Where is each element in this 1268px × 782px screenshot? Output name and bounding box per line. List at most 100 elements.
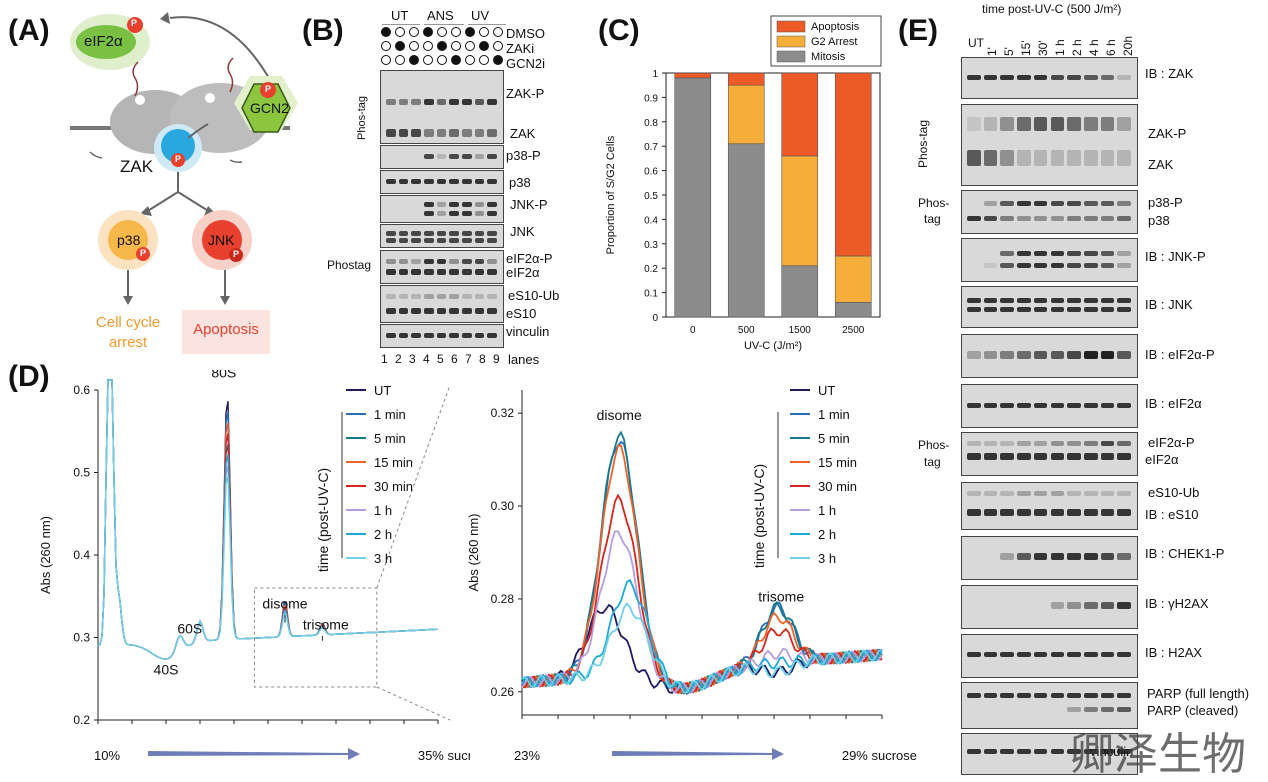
band [1117, 602, 1131, 609]
p38-p-label: P [140, 248, 147, 258]
band [487, 129, 497, 137]
band [436, 259, 447, 264]
band [1117, 307, 1131, 312]
bar-apoptosis [781, 72, 819, 157]
band [1083, 298, 1098, 303]
band [983, 216, 998, 221]
band [411, 129, 421, 137]
band [1017, 491, 1031, 496]
bar-mitosis [834, 302, 872, 318]
band [386, 231, 396, 236]
band [1050, 251, 1065, 256]
band [487, 308, 497, 314]
blot-es10 [380, 285, 504, 323]
treatment-dot [451, 55, 461, 65]
peak-label-60S: 60S [177, 620, 202, 636]
band [1117, 553, 1131, 560]
timepoint-label: 15' [1019, 40, 1033, 56]
e-label-parp-cleaved: PARP (cleaved) [1147, 703, 1239, 718]
band [1083, 707, 1098, 712]
p38-label: p38 [117, 232, 141, 248]
e-blot-eif2ap [961, 334, 1138, 378]
gcn2-p-label: P [265, 84, 272, 94]
band [1100, 441, 1115, 446]
band [1067, 491, 1081, 496]
band [424, 269, 434, 275]
treatment-dot [465, 41, 475, 51]
band [1100, 150, 1115, 166]
gradient-arrow [148, 748, 360, 760]
treatment-dot [479, 41, 489, 51]
band [1117, 707, 1131, 712]
band [1117, 441, 1131, 446]
band [1067, 307, 1081, 312]
band [1100, 453, 1115, 460]
band [474, 211, 485, 216]
timepoint-label: 1 h [1053, 39, 1067, 56]
treatment-dot [451, 41, 461, 51]
band [474, 238, 485, 243]
bar-mitosis [674, 77, 712, 318]
band [474, 99, 485, 105]
band [436, 99, 447, 105]
band [411, 231, 421, 236]
label-jnk-p: JNK-P [510, 197, 548, 212]
band [1017, 453, 1031, 460]
panel-e-label: (E) [898, 14, 938, 47]
p38-phospho [136, 247, 150, 261]
band [1117, 491, 1131, 496]
band [1100, 307, 1115, 312]
band [1100, 693, 1115, 698]
legend-entry: 15 min [818, 455, 857, 470]
band [1117, 749, 1131, 754]
y-tick-label: 0.26 [491, 685, 515, 699]
band [1033, 693, 1048, 698]
band [1033, 251, 1048, 256]
band [1017, 693, 1031, 698]
e-blot-zak [961, 57, 1138, 99]
lane-number: 9 [493, 352, 500, 366]
zak-shape [161, 129, 195, 163]
band [1100, 216, 1115, 221]
band [1067, 509, 1081, 516]
band [1067, 75, 1081, 80]
band [386, 269, 396, 275]
band [967, 693, 981, 698]
band [1000, 75, 1015, 80]
band [1083, 453, 1098, 460]
band [1067, 201, 1081, 206]
lane-number: 6 [451, 352, 458, 366]
band [1050, 351, 1065, 359]
band [1000, 693, 1015, 698]
panel-c-label: (C) [598, 14, 640, 47]
band [1017, 403, 1031, 408]
band [1000, 150, 1015, 166]
band [1033, 201, 1048, 206]
band [487, 202, 497, 207]
band [436, 238, 447, 243]
band [1100, 298, 1115, 303]
band [967, 216, 981, 221]
band [1067, 251, 1081, 256]
treatment-dot [479, 55, 489, 65]
band [1000, 251, 1015, 256]
band [1067, 652, 1081, 657]
band [411, 333, 421, 338]
band [1033, 491, 1048, 496]
y-tick-label: 0.6 [644, 167, 658, 178]
label-vinculin: vinculin [506, 324, 550, 339]
x-tick-label: 1500 [789, 325, 812, 336]
x-tick-label: 0 [690, 325, 696, 336]
nascent-chain-2 [227, 57, 234, 93]
y-tick-label: 0.1 [644, 289, 658, 300]
band [1017, 307, 1031, 312]
band [398, 179, 409, 184]
band [1117, 453, 1131, 460]
legend-entry: 2 h [374, 527, 392, 542]
band [1083, 351, 1098, 359]
band [411, 269, 421, 275]
band [967, 307, 981, 312]
band [983, 307, 998, 312]
band [424, 333, 434, 338]
band [487, 294, 497, 299]
